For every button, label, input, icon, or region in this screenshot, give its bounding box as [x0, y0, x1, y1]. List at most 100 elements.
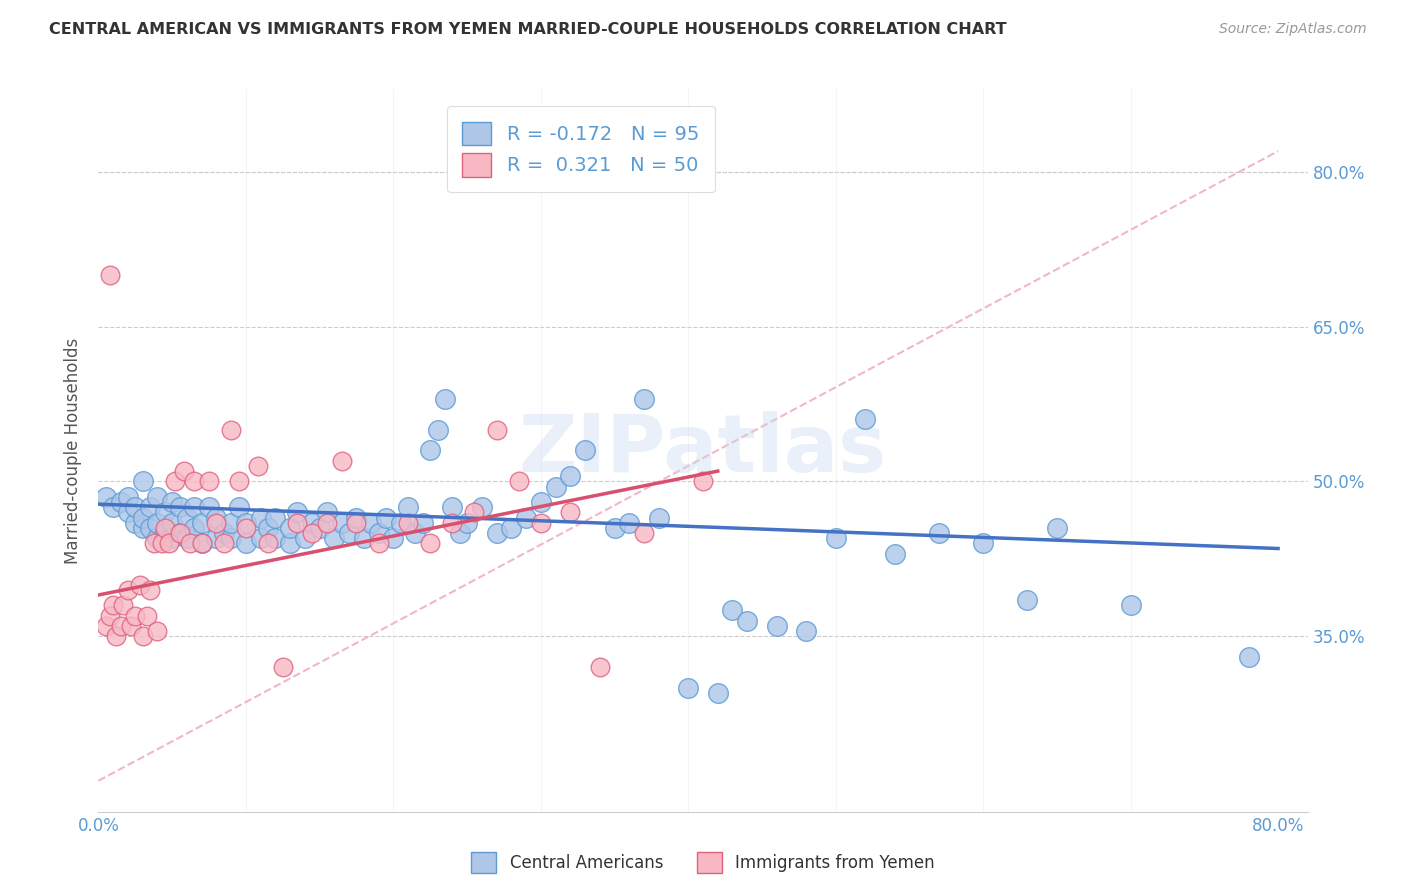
Point	[98, 268, 121, 282]
Point	[330, 516, 353, 530]
Point	[139, 582, 162, 597]
Point	[183, 521, 205, 535]
Point	[633, 526, 655, 541]
Text: ZIPatlas: ZIPatlas	[519, 411, 887, 490]
Point	[153, 521, 176, 535]
Point	[146, 624, 169, 639]
Point	[1119, 599, 1142, 613]
Y-axis label: Married-couple Households: Married-couple Households	[65, 337, 83, 564]
Point	[589, 660, 612, 674]
Text: CENTRAL AMERICAN VS IMMIGRANTS FROM YEMEN MARRIED-COUPLE HOUSEHOLDS CORRELATION : CENTRAL AMERICAN VS IMMIGRANTS FROM YEME…	[49, 22, 1007, 37]
Point	[508, 475, 530, 489]
Point	[117, 505, 139, 519]
Point	[441, 516, 464, 530]
Point	[205, 531, 228, 545]
Point	[136, 608, 159, 623]
Point	[678, 681, 700, 695]
Point	[179, 536, 201, 550]
Point	[316, 505, 339, 519]
Point	[883, 547, 905, 561]
Point	[389, 516, 412, 530]
Legend: R = -0.172   N = 95, R =  0.321   N = 50: R = -0.172 N = 95, R = 0.321 N = 50	[447, 106, 714, 193]
Point	[112, 599, 135, 613]
Point	[146, 490, 169, 504]
Point	[212, 526, 235, 541]
Point	[110, 619, 132, 633]
Point	[337, 526, 360, 541]
Point	[301, 516, 323, 530]
Point	[574, 443, 596, 458]
Point	[169, 526, 191, 541]
Point	[246, 458, 269, 473]
Point	[146, 531, 169, 545]
Point	[160, 531, 183, 545]
Point	[619, 516, 641, 530]
Point	[463, 505, 485, 519]
Point	[426, 423, 449, 437]
Point	[139, 521, 162, 535]
Point	[257, 521, 280, 535]
Point	[117, 582, 139, 597]
Point	[360, 516, 382, 530]
Point	[219, 516, 242, 530]
Point	[485, 423, 508, 437]
Point	[648, 510, 671, 524]
Legend: Central Americans, Immigrants from Yemen: Central Americans, Immigrants from Yemen	[465, 846, 941, 880]
Point	[419, 536, 441, 550]
Point	[544, 479, 567, 493]
Point	[396, 500, 419, 515]
Point	[449, 526, 471, 541]
Text: Source: ZipAtlas.com: Source: ZipAtlas.com	[1219, 22, 1367, 37]
Point	[501, 521, 523, 535]
Point	[235, 516, 257, 530]
Point	[765, 619, 787, 633]
Point	[190, 516, 212, 530]
Point	[271, 660, 294, 674]
Point	[257, 536, 280, 550]
Point	[633, 392, 655, 406]
Point	[706, 686, 728, 700]
Point	[794, 624, 817, 639]
Point	[212, 536, 235, 550]
Point	[169, 526, 191, 541]
Point	[160, 516, 183, 530]
Point	[1046, 521, 1069, 535]
Point	[131, 521, 153, 535]
Point	[235, 521, 257, 535]
Point	[972, 536, 994, 550]
Point	[157, 536, 180, 550]
Point	[404, 526, 426, 541]
Point	[146, 516, 169, 530]
Point	[308, 521, 330, 535]
Point	[412, 516, 434, 530]
Point	[692, 475, 714, 489]
Point	[165, 475, 187, 489]
Point	[131, 510, 153, 524]
Point	[249, 531, 271, 545]
Point	[105, 629, 128, 643]
Point	[98, 608, 121, 623]
Point	[824, 531, 846, 545]
Point	[176, 510, 198, 524]
Point	[530, 516, 553, 530]
Point	[183, 500, 205, 515]
Point	[110, 495, 132, 509]
Point	[353, 531, 375, 545]
Point	[235, 536, 257, 550]
Point	[153, 505, 176, 519]
Point	[530, 495, 553, 509]
Point	[117, 490, 139, 504]
Point	[1237, 649, 1260, 664]
Point	[287, 505, 309, 519]
Point	[560, 469, 582, 483]
Point	[150, 536, 173, 550]
Point	[219, 423, 242, 437]
Point	[294, 531, 316, 545]
Point	[301, 526, 323, 541]
Point	[124, 608, 146, 623]
Point	[928, 526, 950, 541]
Point	[323, 531, 346, 545]
Point	[471, 500, 494, 515]
Point	[131, 629, 153, 643]
Point	[228, 500, 250, 515]
